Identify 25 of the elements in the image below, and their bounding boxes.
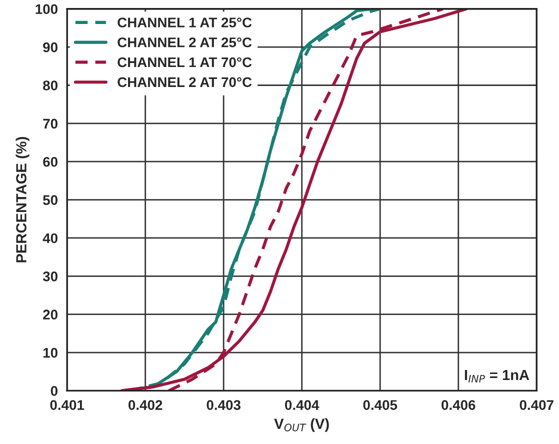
x-axis-title: V$_{OUT}$ (V) [274,418,329,432]
annotation: I$_{INP}$ = 1nA [464,370,530,382]
legend-label: CHANNEL 2 AT 25°C [118,37,252,48]
y-tick-label: 100 [36,4,58,14]
y-tick-label: 60 [43,156,58,167]
y-tick-label: 70 [43,118,58,129]
y-tick-label: 80 [43,80,58,90]
x-tick-label: 0.405 [363,400,398,410]
x-tick-label: 0.401 [50,400,84,410]
x-tick-label: 0.403 [206,400,240,410]
legend-label: CHANNEL 2 AT 70°C [118,77,252,88]
legend-label: CHANNEL 1 AT 25°C [118,18,252,28]
x-tick-label: 0.406 [442,400,476,410]
y-tick-label: 90 [43,42,58,52]
x-tick-label: 0.407 [520,400,554,410]
y-tick-label: 50 [43,195,58,205]
x-tick-label: 0.402 [128,400,162,410]
y-tick-label: 10 [43,348,58,358]
x-tick-label: 0.404 [285,400,320,410]
y-tick-label: 20 [43,310,58,320]
y-tick-label: 30 [42,272,58,282]
legend-label: CHANNEL 1 AT 70°C [118,57,252,68]
y-tick-label: 40 [42,233,58,244]
y-tick-label: 0 [50,386,58,396]
y-axis-title: PERCENTAGE (%) [16,137,30,262]
